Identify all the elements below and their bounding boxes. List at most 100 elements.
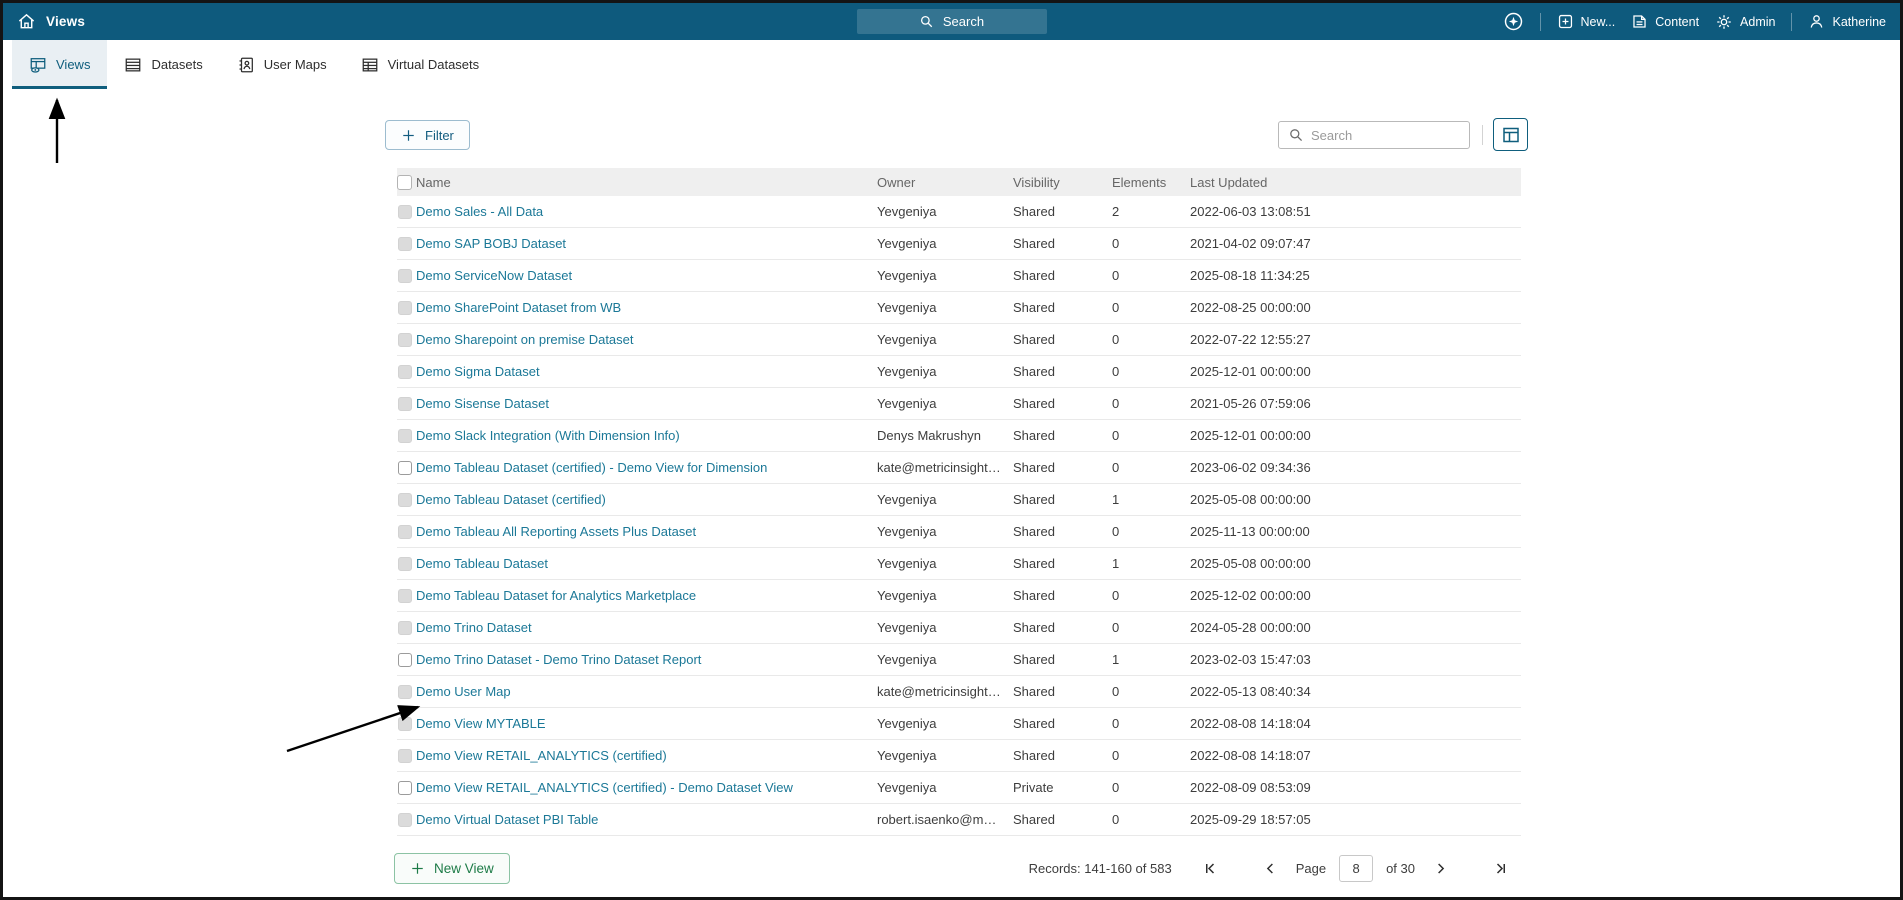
row-checkbox[interactable] bbox=[398, 780, 412, 795]
tab-user-maps-label: User Maps bbox=[263, 57, 327, 72]
row-elements: 0 bbox=[1112, 460, 1120, 475]
table-row: Demo Sigma Dataset Yevgeniya Shared 0 20… bbox=[397, 356, 1521, 388]
row-name-link[interactable]: Demo Tableau Dataset (certified) bbox=[416, 492, 606, 507]
tab-datasets[interactable]: Datasets bbox=[107, 40, 219, 89]
row-checkbox[interactable] bbox=[398, 812, 412, 827]
last-page-button[interactable] bbox=[1488, 857, 1512, 881]
row-name-link[interactable]: Demo Trino Dataset bbox=[416, 620, 532, 635]
global-search-button[interactable]: Search bbox=[856, 9, 1047, 34]
row-elements: 0 bbox=[1112, 524, 1120, 539]
tab-user-maps[interactable]: User Maps bbox=[220, 40, 344, 89]
page-number-input[interactable] bbox=[1339, 855, 1374, 882]
tab-virtual-datasets-label: Virtual Datasets bbox=[387, 57, 480, 72]
row-elements: 0 bbox=[1112, 620, 1120, 635]
table-search-input[interactable] bbox=[1311, 127, 1451, 143]
column-header-visibility[interactable]: Visibility bbox=[1013, 174, 1060, 190]
row-name-link[interactable]: Demo Tableau Dataset bbox=[416, 556, 549, 571]
page-title: Views bbox=[46, 14, 86, 29]
table-row: Demo Sisense Dataset Yevgeniya Shared 0 … bbox=[397, 388, 1521, 420]
assistant-sparkle-icon[interactable] bbox=[1503, 11, 1524, 32]
row-owner: Yevgeniya bbox=[877, 236, 937, 251]
row-checkbox[interactable] bbox=[398, 524, 412, 539]
row-name-link[interactable]: Demo ServiceNow Dataset bbox=[416, 268, 573, 283]
row-checkbox[interactable] bbox=[398, 332, 412, 347]
row-name-link[interactable]: Demo Tableau Dataset (certified) - Demo … bbox=[416, 460, 768, 475]
row-name-link[interactable]: Demo Sisense Dataset bbox=[416, 396, 549, 411]
person-icon bbox=[1808, 13, 1825, 30]
row-name-link[interactable]: Demo Sharepoint on premise Dataset bbox=[416, 332, 634, 347]
column-header-elements[interactable]: Elements bbox=[1112, 174, 1167, 190]
row-checkbox[interactable] bbox=[398, 588, 412, 603]
row-checkbox[interactable] bbox=[398, 460, 412, 475]
row-checkbox[interactable] bbox=[398, 300, 412, 315]
column-header-name[interactable]: Name bbox=[416, 174, 451, 190]
nav-admin-button[interactable]: Admin bbox=[1715, 13, 1775, 31]
gear-icon bbox=[1715, 13, 1733, 31]
row-checkbox[interactable] bbox=[398, 364, 412, 379]
tab-views[interactable]: Views bbox=[12, 40, 108, 89]
row-checkbox[interactable] bbox=[398, 556, 412, 571]
table-row: Demo View RETAIL_ANALYTICS (certified) -… bbox=[397, 772, 1521, 804]
row-checkbox[interactable] bbox=[398, 236, 412, 251]
row-name-link[interactable]: Demo Sales - All Data bbox=[416, 204, 544, 219]
row-name-link[interactable]: Demo Tableau All Reporting Assets Plus D… bbox=[416, 524, 697, 539]
row-name-link[interactable]: Demo User Map bbox=[416, 684, 511, 699]
row-elements: 0 bbox=[1112, 748, 1120, 763]
previous-page-button[interactable] bbox=[1259, 857, 1283, 881]
table-layout-icon bbox=[1501, 125, 1521, 145]
first-page-button[interactable] bbox=[1199, 857, 1223, 881]
tab-virtual-datasets[interactable]: Virtual Datasets bbox=[344, 40, 497, 89]
nav-content-button[interactable]: Content bbox=[1631, 13, 1699, 30]
column-header-last-updated[interactable]: Last Updated bbox=[1190, 174, 1268, 190]
row-checkbox[interactable] bbox=[398, 492, 412, 507]
row-owner: Yevgeniya bbox=[877, 364, 937, 379]
row-name-link[interactable]: Demo View MYTABLE bbox=[416, 716, 546, 731]
row-checkbox[interactable] bbox=[398, 684, 412, 699]
row-owner: Yevgeniya bbox=[877, 588, 937, 603]
row-owner: kate@metricinsights.com bbox=[877, 460, 1013, 475]
row-name-link[interactable]: Demo Slack Integration (With Dimension I… bbox=[416, 428, 680, 443]
table-row: Demo Tableau Dataset Yevgeniya Shared 1 … bbox=[397, 548, 1521, 580]
row-owner: Yevgeniya bbox=[877, 524, 937, 539]
row-name-link[interactable]: Demo Tableau Dataset for Analytics Marke… bbox=[416, 588, 697, 603]
table-row: Demo Sales - All Data Yevgeniya Shared 2… bbox=[397, 196, 1521, 228]
select-all-checkbox[interactable] bbox=[397, 174, 412, 190]
row-checkbox[interactable] bbox=[398, 748, 412, 763]
row-last-updated: 2022-05-13 08:40:34 bbox=[1190, 684, 1311, 699]
row-checkbox[interactable] bbox=[398, 396, 412, 411]
row-owner: robert.isaenko@metricinsi... bbox=[877, 812, 1013, 827]
row-checkbox[interactable] bbox=[398, 652, 412, 667]
table-row: Demo SharePoint Dataset from WB Yevgeniy… bbox=[397, 292, 1521, 324]
row-visibility: Shared bbox=[1013, 268, 1055, 283]
row-visibility: Shared bbox=[1013, 684, 1055, 699]
new-view-button[interactable]: New View bbox=[394, 853, 510, 884]
home-icon[interactable] bbox=[17, 12, 36, 31]
next-page-button[interactable] bbox=[1428, 857, 1452, 881]
new-view-label: New View bbox=[434, 861, 494, 876]
row-name-link[interactable]: Demo Virtual Dataset PBI Table bbox=[416, 812, 599, 827]
table-body: Demo Sales - All Data Yevgeniya Shared 2… bbox=[397, 196, 1521, 836]
row-name-link[interactable]: Demo SharePoint Dataset from WB bbox=[416, 300, 622, 315]
row-name-link[interactable]: Demo SAP BOBJ Dataset bbox=[416, 236, 567, 251]
filter-button[interactable]: Filter bbox=[385, 120, 470, 150]
row-owner: Yevgeniya bbox=[877, 300, 937, 315]
row-checkbox[interactable] bbox=[398, 620, 412, 635]
toolbar-divider bbox=[1482, 125, 1483, 145]
column-header-owner[interactable]: Owner bbox=[877, 174, 916, 190]
row-name-link[interactable]: Demo Trino Dataset - Demo Trino Dataset … bbox=[416, 652, 702, 667]
nav-new-button[interactable]: New... bbox=[1557, 13, 1615, 30]
row-visibility: Shared bbox=[1013, 492, 1055, 507]
row-checkbox[interactable] bbox=[398, 204, 412, 219]
row-name-link[interactable]: Demo View RETAIL_ANALYTICS (certified) bbox=[416, 748, 667, 763]
row-checkbox[interactable] bbox=[398, 716, 412, 731]
row-elements: 1 bbox=[1112, 556, 1120, 571]
row-visibility: Shared bbox=[1013, 300, 1055, 315]
row-name-link[interactable]: Demo Sigma Dataset bbox=[416, 364, 540, 379]
row-checkbox[interactable] bbox=[398, 428, 412, 443]
row-name-link[interactable]: Demo View RETAIL_ANALYTICS (certified) -… bbox=[416, 780, 793, 795]
row-checkbox[interactable] bbox=[398, 268, 412, 283]
user-menu-button[interactable]: Katherine bbox=[1808, 13, 1886, 30]
row-last-updated: 2025-12-02 00:00:00 bbox=[1190, 588, 1311, 603]
column-settings-button[interactable] bbox=[1493, 118, 1528, 151]
row-last-updated: 2023-02-03 15:47:03 bbox=[1190, 652, 1311, 667]
